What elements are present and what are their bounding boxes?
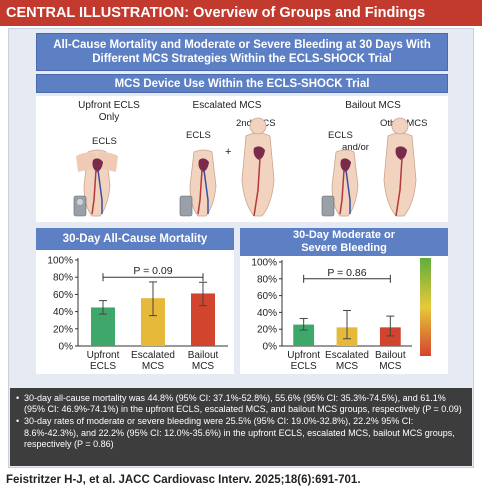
escalated-title: Escalated MCS [192,100,262,111]
x-tick-label: MCS [336,361,359,372]
x-tick-label: Bailout [375,350,406,361]
bar [379,327,401,346]
bailout-torso-figure-2 [383,117,417,217]
findings-notes: 30-day all-cause mortality was 44.8% (95… [10,388,472,466]
y-tick-label: 20% [53,324,73,335]
p-value-label: P = 0.09 [133,265,172,277]
y-tick-label: 20% [257,325,277,336]
device-figures [73,117,417,217]
mcs-device-panel: Upfront ECLS Only ECLS Escalated MCS ECL… [36,96,448,222]
x-tick-label: Upfront [87,350,120,361]
y-tick-label: 40% [53,307,73,318]
escalated-torso-figure-1 [179,149,217,217]
y-tick-label: 80% [257,274,277,285]
x-tick-label: Escalated [325,350,369,361]
escalated-device1-label: ECLS [186,130,211,141]
mortality-chart-panel: 30-Day All-Cause Mortality 0% 20% 40% 60% 80… [36,228,234,374]
y-tick-label: 60% [53,290,73,301]
upfront-torso-figure [73,149,118,217]
header-bar: CENTRAL ILLUSTRATION: Overview of Groups… [0,0,482,26]
escalated-torso-figure-2 [241,117,275,217]
note-bleeding: 30-day rates of moderate or severe bleed… [16,416,466,450]
bar [293,324,315,346]
y-tick-label: 60% [257,291,277,302]
header-label: CENTRAL ILLUSTRATION: [6,5,190,21]
y-tick-label: 80% [53,273,73,284]
x-tick-label: MCS [379,361,402,372]
bleeding-title-line2: Severe Bleeding [301,242,387,254]
mortality-chart-title: 30-Day All-Cause Mortality [36,228,234,250]
main-banner-line2: Different MCS Strategies Within the ECLS… [92,53,392,65]
x-tick-label: Upfront [287,350,320,361]
main-banner-line1: All-Cause Mortality and Moderate or Seve… [53,39,431,51]
bailout-device1-label: ECLS [328,130,353,141]
bleeding-title-line1: 30-Day Moderate or [292,229,396,241]
y-tick-label: 0% [59,342,74,353]
bailout-torso-figure-1 [321,149,359,217]
main-banner: All-Cause Mortality and Moderate or Seve… [36,33,448,71]
bailout-andor: and/or [342,142,369,153]
p-value-label: P = 0.86 [327,267,366,279]
device-banner: MCS Device Use Within the ECLS-SHOCK Tri… [36,74,448,93]
mortality-chart: 0%20%40%60%80%100%UpfrontECLSEscalatedMC… [47,256,228,372]
upfront-device1-label: ECLS [92,136,117,147]
upfront-title-line2: Only [98,112,120,123]
x-tick-label: Escalated [131,350,175,361]
bailout-title: Bailout MCS [345,100,401,111]
note-mortality: 30-day all-cause mortality was 44.8% (95… [16,393,466,415]
upfront-title: Upfront ECLS Only [74,100,144,124]
upfront-title-line1: Upfront ECLS [78,100,140,111]
x-tick-label: MCS [142,361,165,372]
y-tick-label: 40% [257,308,277,319]
y-tick-label: 0% [263,342,278,353]
risk-gradient-bar [420,258,431,356]
x-tick-label: ECLS [291,361,317,372]
x-tick-label: ECLS [90,361,116,372]
bleeding-chart: 0%20%40%60%80%100%UpfrontECLSEscalatedMC… [251,258,412,372]
y-tick-label: 100% [251,258,277,269]
bleeding-chart-title: 30-Day Moderate or Severe Bleeding [240,228,448,256]
escalated-plus: + [225,146,232,158]
citation: Feistritzer H-J, et al. JACC Cardiovasc … [6,474,361,486]
y-tick-label: 100% [47,256,73,267]
x-tick-label: Bailout [188,350,219,361]
header-title: Overview of Groups and Findings [193,5,426,21]
bleeding-chart-panel: 30-Day Moderate or Severe Bleeding 0% 20%… [240,228,448,374]
x-tick-label: MCS [192,361,215,372]
